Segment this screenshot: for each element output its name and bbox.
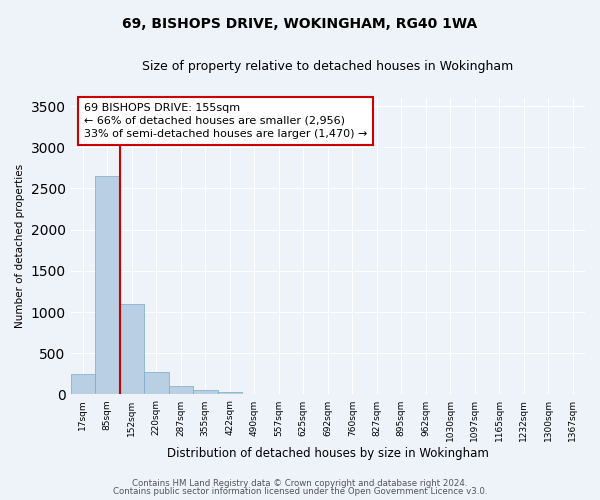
Text: Contains public sector information licensed under the Open Government Licence v3: Contains public sector information licen… (113, 487, 487, 496)
Text: Contains HM Land Registry data © Crown copyright and database right 2024.: Contains HM Land Registry data © Crown c… (132, 478, 468, 488)
Bar (71, 374, 95, 394)
Text: 69, BISHOPS DRIVE, WOKINGHAM, RG40 1WA: 69, BISHOPS DRIVE, WOKINGHAM, RG40 1WA (122, 18, 478, 32)
Text: 69 BISHOPS DRIVE: 155sqm
← 66% of detached houses are smaller (2,956)
33% of sem: 69 BISHOPS DRIVE: 155sqm ← 66% of detach… (84, 102, 367, 139)
Title: Size of property relative to detached houses in Wokingham: Size of property relative to detached ho… (142, 60, 514, 73)
Bar (119, 304, 144, 394)
Y-axis label: Number of detached properties: Number of detached properties (15, 164, 25, 328)
Bar (95, 176, 119, 394)
X-axis label: Distribution of detached houses by size in Wokingham: Distribution of detached houses by size … (167, 447, 489, 460)
Bar (144, 372, 169, 394)
Bar (193, 390, 218, 394)
Bar (169, 386, 193, 394)
Bar (218, 392, 242, 394)
